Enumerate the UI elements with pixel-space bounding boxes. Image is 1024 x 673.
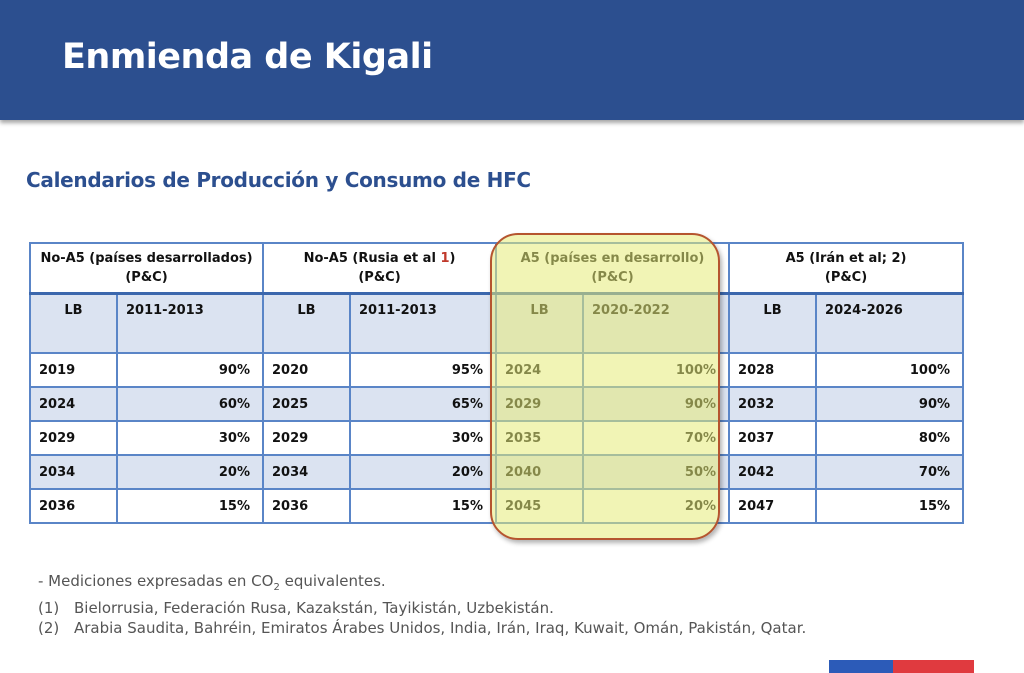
year-cell: 2042	[728, 454, 818, 490]
group-header-line2: (P&C)	[358, 270, 401, 285]
title-banner: Enmienda de Kigali	[0, 0, 1024, 120]
hfc-schedule-table: No-A5 (países desarrollados) (P&C) No-A5…	[29, 242, 965, 524]
year-cell: 2024	[29, 386, 118, 422]
percent-cell: 90%	[815, 386, 965, 422]
footnote-2-number: (2)	[38, 619, 60, 637]
percent-cell: 15%	[348, 488, 498, 524]
year-cell: 2019	[29, 352, 118, 388]
note-co2-suffix: equivalentes.	[279, 572, 386, 590]
group-header-line2: (P&C)	[824, 270, 868, 285]
year-cell: 2024	[495, 352, 585, 388]
percent-cell: 50%	[582, 454, 731, 490]
table-row: 2034 20% 2034 20% 2040 50% 2042 70%	[29, 454, 965, 490]
baseline-period: 2011-2013	[348, 292, 498, 354]
baseline-period: 2020-2022	[582, 292, 731, 354]
year-cell: 2029	[262, 420, 351, 456]
percent-cell: 100%	[582, 352, 731, 388]
group-header-non-a5-russia: No-A5 (Rusia et al 1) (P&C)	[261, 242, 498, 295]
group-header-a5-developing: A5 (países en desarrollo) (P&C)	[495, 242, 731, 295]
percent-cell: 90%	[116, 352, 264, 388]
page-title: Enmienda de Kigali	[62, 37, 433, 77]
baseline-row: LB 2011-2013 LB 2011-2013 LB 2020-2022 L…	[29, 292, 965, 354]
year-cell: 2034	[262, 454, 351, 490]
percent-cell: 100%	[815, 352, 965, 388]
footnote-1-text: Bielorrusia, Federación Rusa, Kazakstán,…	[74, 599, 554, 617]
footnotes: - Mediciones expresadas en CO2 equivalen…	[38, 571, 806, 638]
year-cell: 2029	[29, 420, 118, 456]
group-header-line2: (P&C)	[125, 270, 168, 285]
table-row: 2029 30% 2029 30% 2035 70% 2037 80%	[29, 420, 965, 456]
year-cell: 2028	[728, 352, 818, 388]
percent-cell: 70%	[582, 420, 731, 456]
footnote-2: (2) Arabia Saudita, Bahréin, Emiratos Ára…	[38, 618, 806, 638]
footer-blue-bar	[829, 660, 893, 673]
percent-cell: 70%	[815, 454, 965, 490]
percent-cell: 30%	[116, 420, 264, 456]
group-header-line1-text: No-A5 (Rusia et al	[303, 251, 441, 266]
footnote-ref-1: 1	[440, 251, 450, 266]
year-cell: 2029	[495, 386, 585, 422]
table-row: 2019 90% 2020 95% 2024 100% 2028 100%	[29, 352, 965, 388]
note-co2-subscript: 2	[273, 582, 280, 593]
group-header-line1: A5 (Irán et al; 2)	[785, 251, 907, 266]
percent-cell: 15%	[815, 488, 965, 524]
percent-cell: 20%	[116, 454, 264, 490]
note-co2-prefix: - Mediciones expresadas en CO	[38, 572, 274, 590]
year-cell: 2036	[29, 488, 118, 524]
year-cell: 2037	[728, 420, 818, 456]
baseline-period: 2011-2013	[116, 292, 264, 354]
group-header-line1: No-A5 (Rusia et al 1)	[272, 249, 487, 268]
note-co2: - Mediciones expresadas en CO2 equivalen…	[38, 571, 806, 598]
percent-cell: 60%	[116, 386, 264, 422]
percent-cell: 65%	[348, 386, 498, 422]
year-cell: 2045	[495, 488, 585, 524]
table-row: 2024 60% 2025 65% 2029 90% 2032 90%	[29, 386, 965, 422]
year-cell: 2047	[728, 488, 818, 524]
group-header-a5-iran: A5 (Irán et al; 2) (P&C)	[728, 242, 965, 295]
section-subtitle: Calendarios de Producción y Consumo de H…	[26, 168, 531, 192]
percent-cell: 20%	[348, 454, 498, 490]
table-row: 2036 15% 2036 15% 2045 20% 2047 15%	[29, 488, 965, 524]
year-cell: 2034	[29, 454, 118, 490]
group-header-line1-close: )	[449, 251, 456, 266]
baseline-label: LB	[495, 292, 585, 354]
group-header-non-a5-developed: No-A5 (países desarrollados) (P&C)	[29, 242, 264, 295]
footnote-2-text: Arabia Saudita, Bahréin, Emiratos Árabes…	[74, 619, 807, 637]
baseline-period: 2024-2026	[815, 292, 965, 354]
year-cell: 2035	[495, 420, 585, 456]
baseline-label: LB	[728, 292, 818, 354]
year-cell: 2025	[262, 386, 351, 422]
group-header-line1: No-A5 (países desarrollados)	[40, 251, 253, 266]
percent-cell: 15%	[116, 488, 264, 524]
percent-cell: 20%	[582, 488, 731, 524]
year-cell: 2020	[262, 352, 351, 388]
baseline-label: LB	[29, 292, 118, 354]
group-header-line1: A5 (países en desarrollo)	[520, 251, 705, 266]
percent-cell: 90%	[582, 386, 731, 422]
footer-red-bar	[893, 660, 974, 673]
group-header-row: No-A5 (países desarrollados) (P&C) No-A5…	[29, 242, 965, 295]
footnote-1: (1) Bielorrusia, Federación Rusa, Kazakst…	[38, 598, 806, 618]
baseline-label: LB	[262, 292, 351, 354]
year-cell: 2036	[262, 488, 351, 524]
year-cell: 2040	[495, 454, 585, 490]
percent-cell: 30%	[348, 420, 498, 456]
year-cell: 2032	[728, 386, 818, 422]
percent-cell: 80%	[815, 420, 965, 456]
percent-cell: 95%	[348, 352, 498, 388]
group-header-line2: (P&C)	[591, 270, 634, 285]
footnote-1-number: (1)	[38, 599, 60, 617]
